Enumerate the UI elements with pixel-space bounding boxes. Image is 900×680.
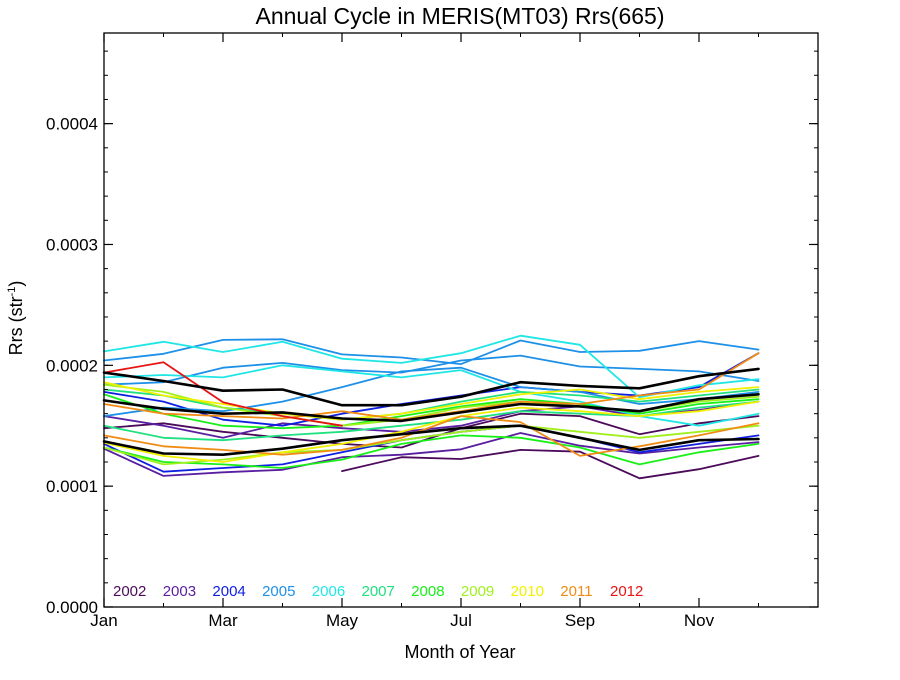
series-line-2011 bbox=[103, 415, 760, 457]
legend-entry-2002: 2002 bbox=[113, 583, 146, 600]
series-line-extra-22 bbox=[102, 367, 760, 407]
legend-entry-2009: 2009 bbox=[461, 583, 494, 600]
legend-entry-2012: 2012 bbox=[610, 583, 643, 600]
series-line-extra-10 bbox=[103, 364, 760, 427]
x-tick-label: Jan bbox=[90, 611, 117, 630]
series-line-extra-7 bbox=[103, 354, 760, 386]
series-line-extra-23 bbox=[102, 393, 760, 423]
legend-entry-2006: 2006 bbox=[312, 583, 345, 600]
x-tick-label: Sep bbox=[565, 611, 595, 630]
x-tick-label: Jul bbox=[450, 611, 472, 630]
y-tick-label: 0.0003 bbox=[46, 235, 98, 254]
series-line-2005 bbox=[103, 338, 760, 365]
x-axis-label: Month of Year bbox=[404, 642, 515, 662]
series-line-2012 bbox=[103, 361, 343, 427]
x-tick-label: Nov bbox=[684, 611, 715, 630]
x-tick-label: May bbox=[326, 611, 359, 630]
legend-entry-2010: 2010 bbox=[511, 583, 544, 600]
series-line-extra-1 bbox=[103, 412, 760, 449]
y-axis-label-text: Rrs (str bbox=[6, 296, 26, 355]
plot-frame bbox=[103, 32, 819, 608]
chart-title: Annual Cycle in MERIS(MT03) Rrs(665) bbox=[255, 3, 664, 29]
series-line-2003 bbox=[103, 432, 760, 477]
x-tick-label: Mar bbox=[208, 611, 238, 630]
series-line-extra-18 bbox=[103, 400, 760, 463]
legend-entry-2004: 2004 bbox=[212, 583, 245, 600]
series-layer bbox=[102, 334, 760, 480]
legend-entry-2003: 2003 bbox=[163, 583, 196, 600]
series-line-2010 bbox=[103, 381, 760, 421]
legend-entry-2008: 2008 bbox=[411, 583, 444, 600]
legend-entry-2007: 2007 bbox=[362, 583, 395, 600]
y-tick-label: 0.0002 bbox=[46, 356, 98, 375]
legend-entry-2011: 2011 bbox=[560, 583, 592, 600]
series-line-2008 bbox=[103, 393, 760, 430]
series-line-2002 bbox=[341, 449, 760, 480]
y-axis-label: Rrs (str-1) bbox=[6, 281, 26, 356]
legend-entry-2005: 2005 bbox=[262, 583, 295, 600]
y-tick-label: 0.0001 bbox=[46, 477, 98, 496]
series-line-extra-24 bbox=[102, 424, 760, 456]
y-axis-label-close: ) bbox=[6, 281, 26, 287]
y-axis-label-superscript: -1 bbox=[6, 287, 18, 297]
y-tick-label: 0.0004 bbox=[46, 115, 98, 134]
axes-layer: 0.0000 0.0001 0.0002 0.0003 0.0004 Jan Mar May J… bbox=[46, 32, 819, 630]
series-line-extra-8 bbox=[103, 366, 760, 417]
y-tick-label: 0.0000 bbox=[46, 598, 98, 617]
series-line-extra-14 bbox=[103, 434, 760, 469]
legend: 2002 2003 2004 2005 2006 2007 2008 2009 2010 2011… bbox=[113, 583, 643, 600]
